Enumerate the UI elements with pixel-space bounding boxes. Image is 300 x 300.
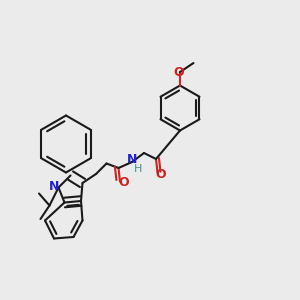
Text: H: H	[134, 164, 142, 174]
Text: N: N	[49, 179, 59, 193]
Text: O: O	[173, 65, 184, 79]
Text: N: N	[127, 153, 137, 166]
Text: O: O	[156, 167, 167, 181]
Text: O: O	[118, 176, 129, 190]
